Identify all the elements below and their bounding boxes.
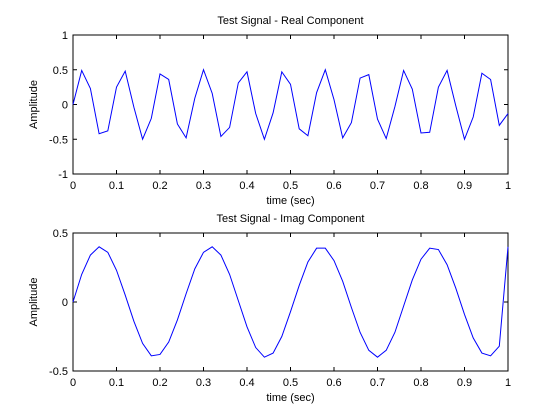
x-tick-label: 0 xyxy=(70,180,76,192)
x-tick-label: 0.6 xyxy=(326,180,341,192)
x-axis-label-imag: time (sec) xyxy=(266,392,314,404)
x-axis-label-real: time (sec) xyxy=(266,195,314,207)
x-tick-label: 0.2 xyxy=(152,180,167,192)
y-tick-label: 1 xyxy=(62,30,68,42)
subplot-imag: 0 0.1 0.2 0.3 0.4 0.5 0.6 0.7 0.8 0.9 1-0.500.5Tes… xyxy=(28,213,511,404)
x-tick-label: 0.1 xyxy=(109,377,124,389)
y-tick-label: -0.5 xyxy=(49,366,68,378)
x-tick-label: 0.8 xyxy=(413,377,428,389)
y-tick-label: -1 xyxy=(58,169,68,181)
x-tick-label: 0.7 xyxy=(370,377,385,389)
x-tick-label: 0.7 xyxy=(370,180,385,192)
y-tick-label: 0 xyxy=(62,100,68,112)
y-axis-label-real: Amplitude xyxy=(28,80,40,129)
x-tick-label: 0.5 xyxy=(283,377,298,389)
plot-area-imag xyxy=(72,232,509,372)
plot-area-real xyxy=(72,34,509,175)
x-tick-label: 0.8 xyxy=(413,180,428,192)
x-tick-label: 0.6 xyxy=(326,377,341,389)
y-tick-label: 0.5 xyxy=(53,228,68,240)
x-tick-label: 0.4 xyxy=(239,377,254,389)
x-tick-label: 0.5 xyxy=(283,180,298,192)
x-tick-label: 0.3 xyxy=(196,180,211,192)
chart-title-real: Test Signal - Real Component xyxy=(217,15,363,27)
series-line-imag xyxy=(72,246,509,358)
x-tick-label: 0.2 xyxy=(152,377,167,389)
y-tick-label: 0 xyxy=(62,297,68,309)
x-tick-label: 0.9 xyxy=(457,180,472,192)
x-tick-label: 0.1 xyxy=(109,180,124,192)
chart-title-imag: Test Signal - Imag Component xyxy=(217,213,365,225)
y-axis-label-imag: Amplitude xyxy=(28,278,40,327)
x-tick-label: 0.9 xyxy=(457,377,472,389)
x-tick-label: 0.3 xyxy=(196,377,211,389)
x-tick-label: 0.4 xyxy=(239,180,254,192)
subplot-real: 0 0.1 0.2 0.3 0.4 0.5 0.6 0.7 0.8 0.9 1 -1 -0.5 0 0.5 1… xyxy=(28,15,511,207)
x-tick-label: 1 xyxy=(505,377,511,389)
x-tick-label: 0 xyxy=(70,377,76,389)
x-tick-label: 1 xyxy=(505,180,511,192)
y-tick-label: 0.5 xyxy=(53,65,68,77)
series-line-real xyxy=(72,68,509,141)
y-tick-label: -0.5 xyxy=(49,134,68,146)
